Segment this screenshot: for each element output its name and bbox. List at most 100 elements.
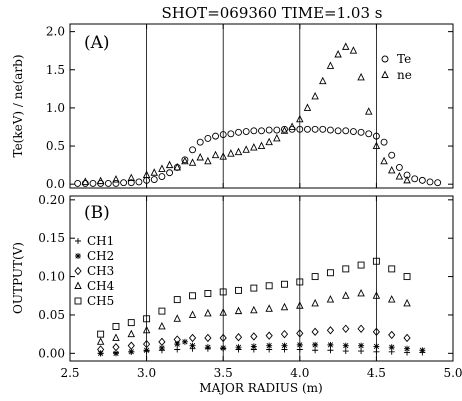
data-point-ne <box>127 173 136 182</box>
data-point-ne <box>265 137 273 146</box>
data-point-ne <box>303 103 312 111</box>
data-point-ch3 <box>311 327 319 337</box>
data-point-ne <box>211 150 220 159</box>
data-point-ch3 <box>234 333 243 342</box>
data-point-ch3 <box>280 329 289 339</box>
data-point-ne <box>311 91 319 100</box>
data-point-ne <box>173 162 181 171</box>
data-point-ch5 <box>250 284 258 292</box>
data-point-ch2 <box>128 348 135 355</box>
data-point-ch1 <box>327 347 334 354</box>
data-point-ch5 <box>357 261 365 269</box>
x-tick-label: 3.0 <box>137 366 156 380</box>
data-point-te <box>150 176 158 184</box>
data-point-ch2 <box>250 343 257 350</box>
data-point-ne <box>372 141 381 149</box>
data-point-ch1 <box>373 348 380 355</box>
data-point-te <box>89 179 97 187</box>
data-point-ch4 <box>326 295 335 303</box>
panel-b-points <box>96 257 426 357</box>
x-tick-label: 4.0 <box>290 366 309 380</box>
data-point-ch5 <box>372 257 380 265</box>
data-point-ch3 <box>219 333 227 343</box>
data-point-ch2 <box>143 347 150 354</box>
data-point-ch5 <box>127 319 135 327</box>
y-tick-label: 0.20 <box>38 193 65 207</box>
data-point-ch3 <box>326 326 335 335</box>
y-tick-label: 0.0 <box>46 177 65 191</box>
data-point-ch1 <box>358 348 365 355</box>
data-point-ne <box>227 149 235 157</box>
panel-a-label: (A) <box>84 33 110 53</box>
data-point-ch2 <box>220 344 227 351</box>
legend-te-marker <box>381 55 389 63</box>
panel-a-ticks: 0.0 0.5 1.0 1.5 2.0 <box>46 24 454 191</box>
data-point-ch2 <box>266 342 273 349</box>
data-point-te <box>219 131 227 139</box>
panel-a-points <box>74 42 442 187</box>
legend-ne-label: ne <box>397 68 412 82</box>
legend-ch5-marker <box>74 297 82 305</box>
data-point-ch2 <box>181 338 188 345</box>
data-point-ne <box>326 61 335 69</box>
data-point-ch3 <box>97 345 105 354</box>
data-point-ne <box>250 143 258 151</box>
data-point-ne <box>387 165 396 174</box>
data-point-ch1 <box>342 348 349 355</box>
data-point-ch5 <box>189 292 197 300</box>
y-tick-label: 1.0 <box>46 101 65 115</box>
data-point-te <box>434 179 442 187</box>
data-point-ch2 <box>112 350 119 357</box>
y-tick-label: 0.15 <box>38 231 65 245</box>
data-point-ch4 <box>250 305 258 314</box>
data-point-ne <box>273 133 281 142</box>
data-point-ch2 <box>204 344 211 351</box>
data-point-ne <box>219 152 227 160</box>
data-point-te <box>258 127 265 135</box>
data-point-ch3 <box>143 339 151 349</box>
data-point-ne <box>96 176 105 185</box>
data-point-ch4 <box>280 302 289 311</box>
data-point-ne <box>357 72 365 81</box>
legend-ch1-marker <box>75 238 81 244</box>
data-point-ne <box>165 160 174 169</box>
legend-ch1-label: CH1 <box>87 234 114 248</box>
y-tick-label: 2.0 <box>46 25 65 39</box>
y-tick-label: 0.00 <box>38 346 65 360</box>
data-point-ch5 <box>342 265 350 273</box>
data-point-te <box>349 128 357 136</box>
data-point-ch5 <box>143 315 151 323</box>
legend-ch2-marker <box>75 253 81 259</box>
data-point-ch5 <box>265 282 273 290</box>
data-point-te <box>181 156 189 164</box>
data-point-ch4 <box>296 301 304 309</box>
data-point-te <box>166 169 174 177</box>
data-point-ch3 <box>173 335 181 344</box>
legend-ne-marker <box>381 70 389 78</box>
data-point-te <box>265 126 273 134</box>
data-point-ch2 <box>404 345 411 352</box>
panel-b-label: (B) <box>84 203 110 223</box>
data-point-ch5 <box>158 307 166 315</box>
data-point-ne <box>403 175 411 184</box>
legend-marker-ne <box>381 70 389 78</box>
x-tick-label: 3.5 <box>214 366 233 380</box>
data-point-te <box>112 179 120 187</box>
data-point-ch3 <box>204 333 212 343</box>
data-point-ch5 <box>173 296 181 304</box>
panel-b: 2.5 3.0 3.5 4.0 4.5 5.0 0.00 0.05 0.10 0.15 0.20 (… <box>11 193 462 380</box>
data-point-ne <box>196 152 204 161</box>
data-point-te <box>403 171 411 179</box>
data-point-te <box>357 128 365 136</box>
data-point-ne <box>234 147 243 156</box>
data-point-te <box>411 175 419 183</box>
data-point-ne <box>280 126 289 134</box>
legend-marker-ch3 <box>74 266 82 276</box>
data-point-ch2 <box>419 347 426 354</box>
data-point-te <box>395 163 403 171</box>
data-point-ch2 <box>342 342 349 349</box>
data-point-te <box>326 126 334 134</box>
x-axis-label: MAJOR RADIUS (m) <box>199 381 322 395</box>
data-point-te <box>158 173 166 181</box>
data-point-ch2 <box>358 342 365 349</box>
